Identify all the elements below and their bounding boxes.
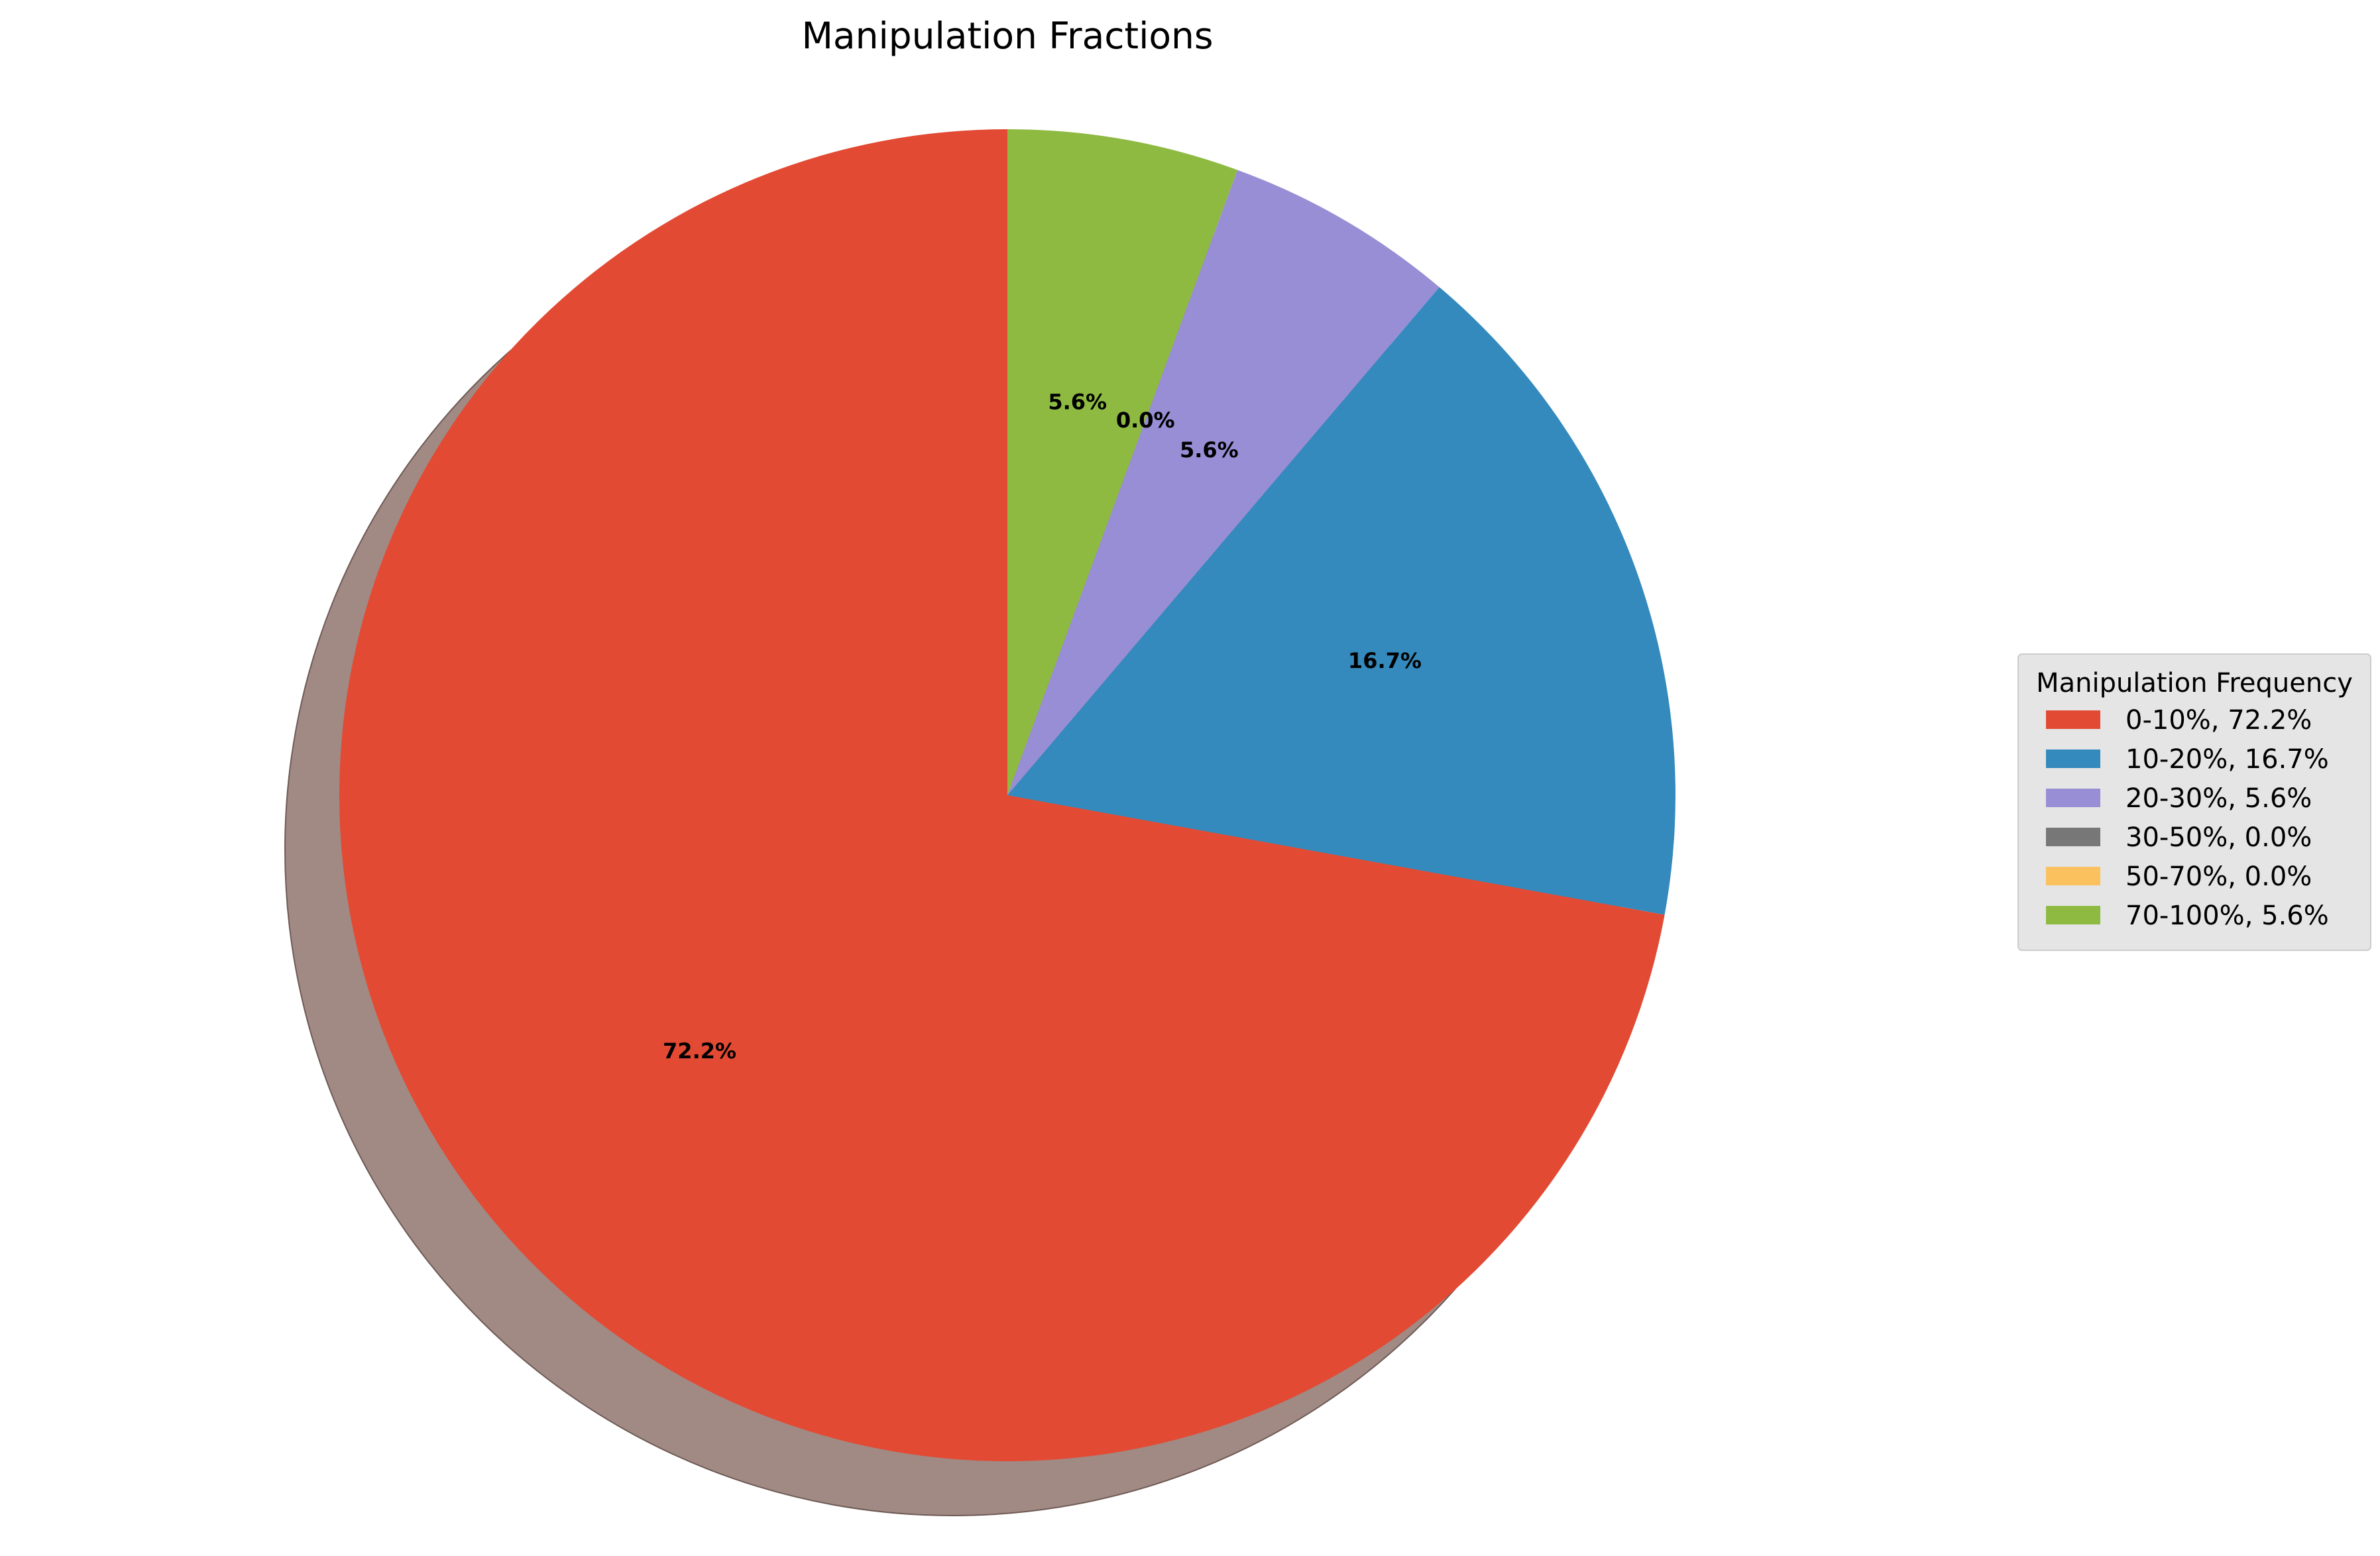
- legend-frame: [2017, 653, 2371, 951]
- pie-slice-20-30pct: [1007, 170, 1440, 795]
- legend-swatch-0-10pct: [2046, 710, 2100, 729]
- legend-swatch-30-50pct: [2046, 828, 2100, 846]
- legend-swatch-50-70pct: [2046, 867, 2100, 885]
- legend-swatch-10-20pct: [2046, 750, 2100, 768]
- pie-slice-10-20pct: [1007, 287, 1675, 915]
- legend-entry-30-50pct: 30-50%, 0.0%: [2125, 822, 2312, 853]
- slice-label-30-50pct: 0.0%: [1116, 408, 1175, 433]
- slice-label-20-30pct: 5.6%: [1180, 437, 1239, 463]
- pie-slice-70-100pct: [1007, 129, 1238, 795]
- pie-slice-0-10pct: [339, 129, 1665, 1461]
- legend-entry-10-20pct: 10-20%, 16.7%: [2125, 744, 2329, 775]
- slice-label-10-20pct: 16.7%: [1348, 648, 1422, 673]
- legend: Manipulation Frequency 0-10%, 72.2% 10-20%…: [2017, 653, 2371, 951]
- chart-title: Manipulation Fractions: [801, 15, 1213, 57]
- legend-title: Manipulation Frequency: [2036, 668, 2353, 698]
- legend-entry-50-70pct: 50-70%, 0.0%: [2125, 861, 2312, 892]
- legend-entry-70-100pct: 70-100%, 5.6%: [2125, 901, 2329, 931]
- legend-entry-0-10pct: 0-10%, 72.2%: [2125, 705, 2312, 736]
- slice-label-50-70pct: 0.0%: [1116, 408, 1175, 433]
- slice-label-0-10pct: 72.2%: [663, 1038, 736, 1064]
- slice-labels: 72.2%16.7%5.6%0.0%0.0%5.6%: [663, 389, 1422, 1064]
- legend-entry-20-30pct: 20-30%, 5.6%: [2125, 783, 2312, 814]
- slice-label-70-100pct: 5.6%: [1048, 389, 1107, 414]
- legend-swatch-20-30pct: [2046, 789, 2100, 807]
- pie-slices: [339, 129, 1675, 1461]
- legend-swatch-70-100pct: [2046, 906, 2100, 924]
